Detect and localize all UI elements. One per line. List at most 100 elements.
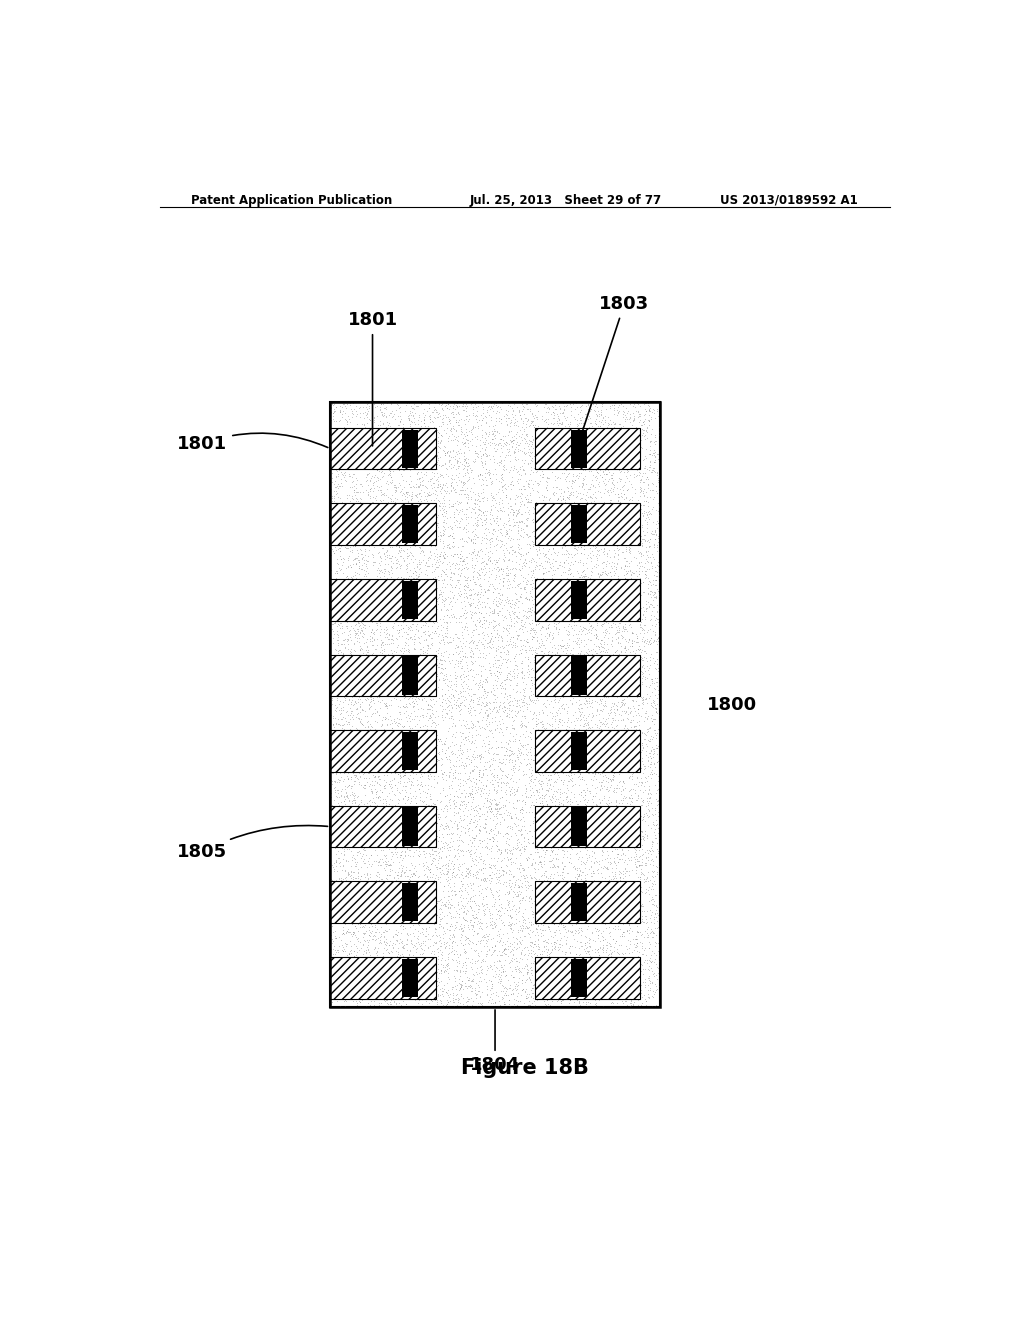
Point (468, 854, 484, 875)
Point (361, 591, 378, 612)
Point (586, 680, 602, 701)
Point (647, 698, 664, 719)
Point (471, 979, 487, 1001)
Point (643, 747, 659, 768)
Point (366, 393, 382, 414)
Point (379, 422, 395, 444)
Point (433, 425, 450, 446)
Point (602, 413, 618, 434)
Point (621, 478, 637, 499)
Point (420, 857, 436, 878)
Point (532, 925, 549, 946)
Point (516, 912, 532, 933)
Point (400, 568, 417, 589)
Point (610, 851, 627, 873)
Point (373, 635, 389, 656)
Point (507, 939, 523, 960)
Point (573, 589, 590, 610)
Point (462, 888, 478, 909)
Point (574, 589, 591, 610)
Point (586, 668, 602, 689)
Point (570, 445, 587, 466)
Point (621, 884, 637, 906)
Point (505, 866, 521, 887)
Point (583, 595, 599, 616)
Point (513, 408, 529, 429)
Point (524, 825, 541, 846)
Point (381, 774, 397, 795)
Point (635, 828, 651, 849)
Point (512, 420, 528, 441)
Point (376, 759, 392, 780)
Point (651, 585, 668, 606)
Point (350, 545, 367, 566)
Point (599, 795, 615, 816)
Point (570, 492, 587, 513)
Point (579, 902, 595, 923)
Point (614, 689, 631, 710)
Point (348, 583, 365, 605)
Point (527, 968, 544, 989)
Point (515, 678, 531, 700)
Point (552, 635, 568, 656)
Point (500, 855, 516, 876)
Point (425, 503, 441, 524)
Point (543, 606, 559, 627)
Point (362, 517, 379, 539)
Point (445, 896, 462, 917)
Point (404, 727, 421, 748)
Point (636, 484, 652, 506)
Point (398, 470, 415, 491)
Point (327, 876, 343, 898)
Point (419, 783, 435, 804)
Point (566, 685, 583, 706)
Point (385, 813, 401, 834)
Point (351, 906, 368, 927)
Point (622, 748, 638, 770)
Point (490, 500, 507, 521)
Point (611, 944, 628, 965)
Point (614, 591, 631, 612)
Point (472, 956, 488, 977)
Point (518, 953, 535, 974)
Point (466, 828, 482, 849)
Point (488, 805, 505, 826)
Point (490, 710, 507, 731)
Point (505, 755, 521, 776)
Point (482, 527, 499, 548)
Point (512, 548, 528, 569)
Point (589, 612, 605, 634)
Point (535, 898, 551, 919)
Point (504, 437, 520, 458)
Point (345, 979, 361, 1001)
Point (559, 664, 575, 685)
Point (534, 659, 550, 680)
Point (328, 459, 344, 480)
Point (522, 614, 539, 635)
Point (392, 701, 409, 722)
Point (477, 870, 494, 891)
Point (578, 962, 594, 983)
Point (332, 973, 348, 994)
Point (594, 599, 610, 620)
Point (588, 892, 604, 913)
Point (508, 904, 524, 925)
Point (565, 756, 582, 777)
Point (432, 545, 449, 566)
Point (610, 851, 627, 873)
Point (632, 454, 648, 475)
Point (506, 603, 522, 624)
Point (391, 797, 408, 818)
Point (504, 404, 520, 425)
Point (416, 595, 432, 616)
Point (470, 805, 486, 826)
Point (633, 953, 649, 974)
Point (341, 438, 357, 459)
Point (355, 396, 372, 417)
Point (486, 488, 503, 510)
Point (545, 515, 561, 536)
Point (538, 417, 554, 438)
Point (602, 899, 618, 920)
Point (377, 548, 393, 569)
Point (385, 570, 401, 591)
